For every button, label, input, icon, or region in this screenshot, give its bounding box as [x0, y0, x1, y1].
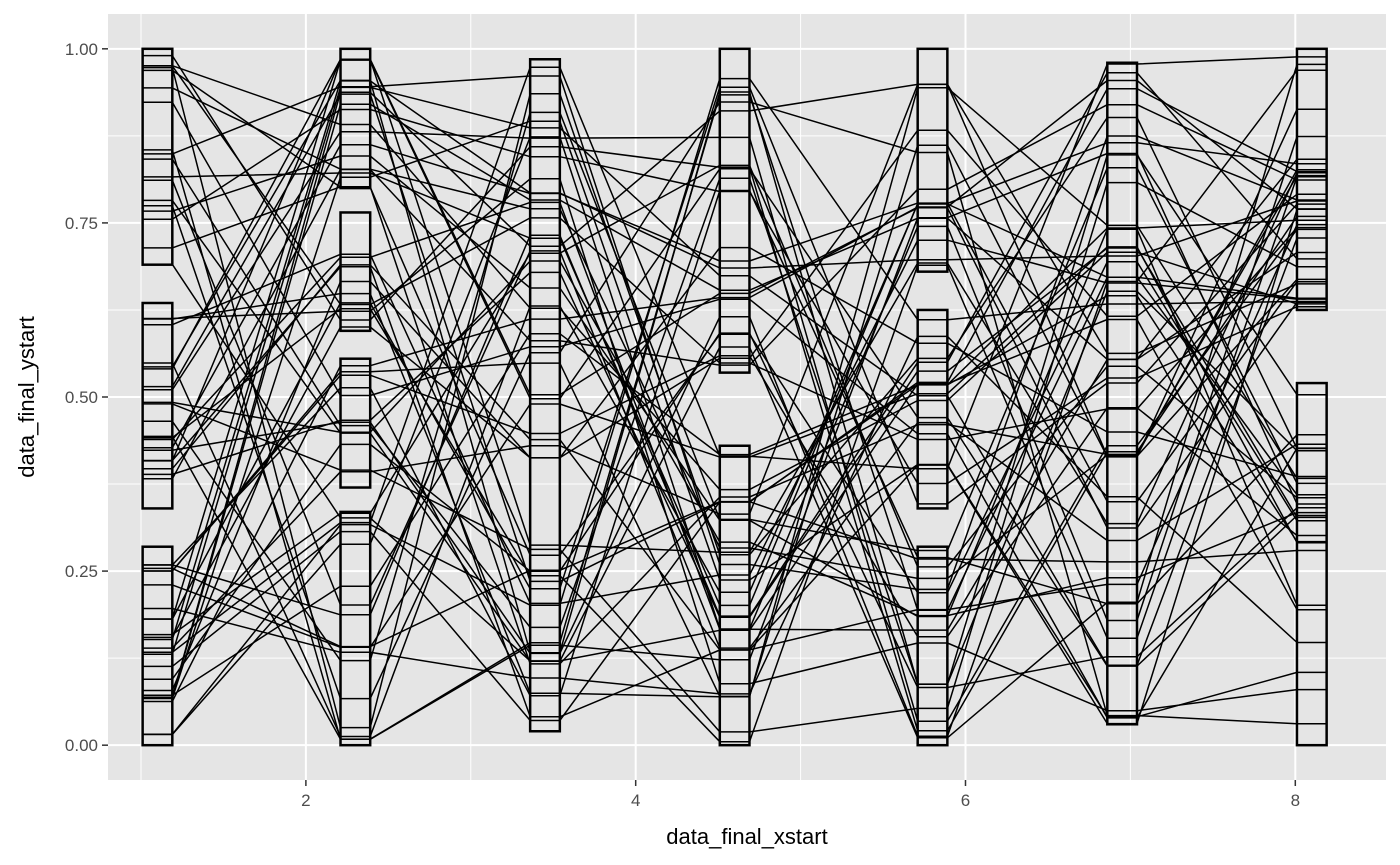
series-line — [142, 219, 1327, 697]
series-line — [142, 63, 1327, 739]
series-line — [142, 66, 1327, 729]
series-line — [142, 239, 1327, 605]
series-line — [142, 294, 1327, 648]
axis-box — [1106, 61, 1139, 726]
series-lines — [142, 54, 1327, 743]
series-line — [142, 86, 1327, 667]
y-tick-label: 0.50 — [65, 388, 98, 407]
series-line — [142, 263, 1327, 662]
series-line — [142, 64, 1327, 491]
x-tick-label: 6 — [961, 791, 970, 810]
x-tick-label: 4 — [631, 791, 640, 810]
series-line — [142, 246, 1327, 692]
series-line — [142, 54, 1327, 732]
series-line — [142, 155, 1327, 618]
axis-box — [141, 545, 174, 747]
series-line — [142, 181, 1327, 733]
x-axis: 2 4 6 8 — [301, 780, 1300, 810]
series-line — [142, 103, 1327, 699]
y-tick-label: 1.00 — [65, 40, 98, 59]
series-line — [142, 79, 1327, 685]
series-line — [142, 86, 1327, 620]
series-line — [142, 69, 1327, 737]
series-line — [142, 103, 1327, 480]
x-tick-label: 8 — [1291, 791, 1300, 810]
axis-box — [718, 47, 751, 374]
series-line — [142, 154, 1327, 685]
axis-box — [339, 510, 372, 747]
series-line — [142, 335, 1327, 695]
axis-box — [916, 308, 949, 510]
axis-box — [916, 545, 949, 747]
series-line — [142, 152, 1327, 741]
axis-box — [141, 301, 174, 510]
series-line — [142, 79, 1327, 703]
series-line — [142, 111, 1327, 662]
y-tick-label: 0.00 — [65, 736, 98, 755]
series-line — [142, 101, 1327, 725]
axis-box — [339, 47, 372, 190]
series-line — [142, 332, 1327, 689]
x-axis-title: data_final_xstart — [666, 824, 827, 849]
series-line — [142, 77, 1327, 736]
series-line — [142, 108, 1327, 485]
x-tick-label: 2 — [301, 791, 310, 810]
axis-box — [339, 357, 372, 489]
axis-box — [141, 47, 174, 266]
axis-box — [916, 47, 949, 273]
series-line — [142, 87, 1327, 698]
series-line — [142, 354, 1327, 638]
series-line — [142, 178, 1327, 712]
axis-box — [1295, 381, 1328, 747]
series-line — [142, 143, 1327, 503]
y-axis-title: data_final_ystart — [14, 316, 39, 477]
axis-box — [718, 444, 751, 747]
series-line — [142, 142, 1327, 607]
axis-box — [1295, 47, 1328, 312]
axis-box — [528, 58, 562, 733]
series-line — [142, 176, 1327, 743]
y-tick-label: 0.75 — [65, 214, 98, 233]
axis-box — [339, 211, 372, 333]
y-tick-label: 0.25 — [65, 562, 98, 581]
series-line — [142, 179, 1327, 649]
y-axis: 0.00 0.25 0.50 0.75 1.00 — [65, 40, 108, 755]
series-line — [142, 56, 1327, 654]
series-line — [142, 71, 1327, 617]
series-line — [142, 58, 1327, 554]
series-line — [142, 130, 1327, 723]
series-line — [142, 120, 1327, 718]
series-line — [142, 260, 1327, 617]
series-line — [142, 83, 1327, 649]
series-line — [142, 164, 1327, 636]
series-line — [142, 101, 1327, 719]
series-line — [142, 189, 1327, 697]
axis-boxes — [141, 47, 1328, 747]
series-line — [142, 65, 1327, 441]
series-line — [142, 247, 1327, 618]
series-line — [142, 129, 1327, 639]
